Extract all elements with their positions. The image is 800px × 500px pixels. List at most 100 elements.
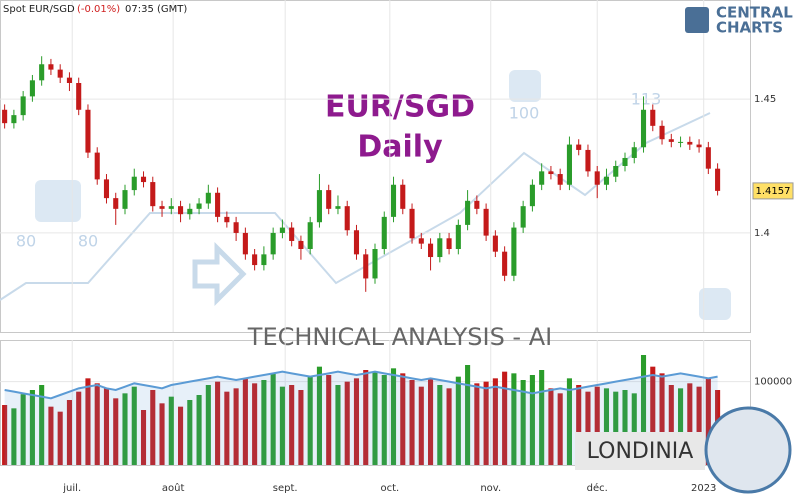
logo-text: CENTRAL bbox=[716, 4, 793, 22]
volume-bar bbox=[631, 393, 637, 465]
volume-bar bbox=[353, 378, 360, 465]
candle-body bbox=[215, 192, 221, 217]
candle-body bbox=[372, 249, 378, 279]
volume-bar bbox=[168, 396, 174, 465]
x-tick-label: août bbox=[162, 482, 185, 494]
volume-bar bbox=[335, 385, 341, 465]
candle-body bbox=[622, 157, 628, 166]
candle-body bbox=[381, 216, 387, 249]
watermark-banner: TECHNICAL ANALYSIS - AI bbox=[247, 323, 552, 351]
candle-body bbox=[316, 190, 322, 223]
volume-bar bbox=[613, 391, 619, 465]
volume-bar bbox=[39, 385, 45, 465]
volume-bar bbox=[585, 391, 591, 465]
candle-body bbox=[279, 227, 285, 233]
volume-bar bbox=[381, 375, 387, 465]
last-price-box bbox=[752, 182, 794, 200]
candle-body bbox=[446, 238, 452, 249]
candle-body bbox=[659, 125, 665, 140]
candle-body bbox=[196, 203, 202, 209]
candle-body bbox=[539, 171, 545, 185]
candle-body bbox=[585, 149, 591, 172]
x-tick-label: oct. bbox=[380, 483, 399, 494]
candle-body bbox=[113, 198, 119, 209]
volume-bar bbox=[298, 390, 304, 465]
candle-body bbox=[418, 238, 424, 244]
candle-body bbox=[103, 179, 110, 199]
candle-body bbox=[66, 77, 72, 83]
volume-bar bbox=[492, 378, 498, 465]
volume-bar bbox=[316, 366, 322, 465]
volume-bar bbox=[178, 406, 184, 465]
candle-body bbox=[520, 206, 526, 228]
candle-body bbox=[363, 254, 369, 279]
volume-bar bbox=[437, 385, 443, 465]
candle-body bbox=[168, 206, 174, 209]
volume-bar bbox=[390, 368, 397, 465]
candle-body bbox=[326, 190, 332, 209]
candle-body bbox=[344, 206, 350, 231]
candle-body bbox=[20, 96, 26, 116]
watermark-number: 100 bbox=[509, 104, 540, 123]
volume-bar bbox=[446, 388, 452, 465]
brand: LONDINIA bbox=[587, 439, 694, 464]
volume-bar bbox=[76, 391, 82, 465]
logo-icon bbox=[685, 7, 709, 33]
candle-body bbox=[687, 141, 693, 145]
volume-bar bbox=[696, 386, 702, 465]
volume-bar bbox=[150, 390, 156, 465]
candle-body bbox=[233, 222, 239, 233]
candle-body bbox=[474, 200, 480, 209]
logo-text: CHARTS bbox=[716, 19, 783, 37]
candle-body bbox=[57, 69, 63, 78]
candle-body bbox=[603, 176, 610, 185]
volume-bar bbox=[85, 378, 91, 465]
candle-body bbox=[178, 206, 184, 215]
volume-bar bbox=[131, 386, 137, 465]
candle-body bbox=[85, 109, 91, 153]
candle-body bbox=[187, 208, 193, 215]
x-tick-label: déc. bbox=[587, 482, 608, 494]
instrument: Spot EUR/SGD bbox=[3, 4, 75, 15]
volume-bar bbox=[289, 385, 295, 465]
candle-body bbox=[289, 227, 295, 241]
volume-bar bbox=[48, 406, 54, 465]
volume-bar bbox=[66, 400, 72, 465]
candle-body bbox=[400, 184, 406, 209]
candle-body bbox=[205, 192, 211, 204]
volume-bar bbox=[196, 395, 202, 465]
volume-bar bbox=[455, 376, 461, 465]
volume-bar bbox=[474, 383, 480, 465]
volume-bar bbox=[650, 366, 656, 465]
volume-bar bbox=[529, 375, 535, 465]
candle-body bbox=[353, 230, 360, 255]
candle-body bbox=[159, 206, 165, 209]
volume-bar bbox=[372, 371, 378, 465]
candle-body bbox=[613, 166, 619, 177]
volume-bar bbox=[29, 390, 35, 465]
volume-bar bbox=[520, 380, 526, 465]
candle-body bbox=[576, 144, 582, 150]
candle-body bbox=[455, 224, 461, 249]
volume-bar bbox=[205, 385, 211, 465]
volume-bar bbox=[233, 388, 239, 465]
candle-body bbox=[566, 144, 572, 185]
volume-bar bbox=[548, 388, 554, 465]
watermark-number: 80 bbox=[16, 232, 36, 251]
x-tick-label: juil. bbox=[62, 483, 81, 494]
candle-body bbox=[631, 147, 637, 158]
volume-bar bbox=[576, 385, 582, 465]
volume-bar bbox=[659, 373, 665, 465]
candle-body bbox=[557, 174, 563, 185]
candle-body bbox=[715, 168, 721, 191]
volume-bar bbox=[668, 385, 674, 465]
candle-body bbox=[483, 208, 489, 236]
volume-bar bbox=[678, 388, 684, 465]
volume-bar bbox=[705, 378, 711, 465]
volume-bar bbox=[94, 383, 100, 465]
volume-bar bbox=[187, 400, 193, 465]
candle-body bbox=[252, 254, 258, 266]
candle-body bbox=[511, 227, 517, 276]
